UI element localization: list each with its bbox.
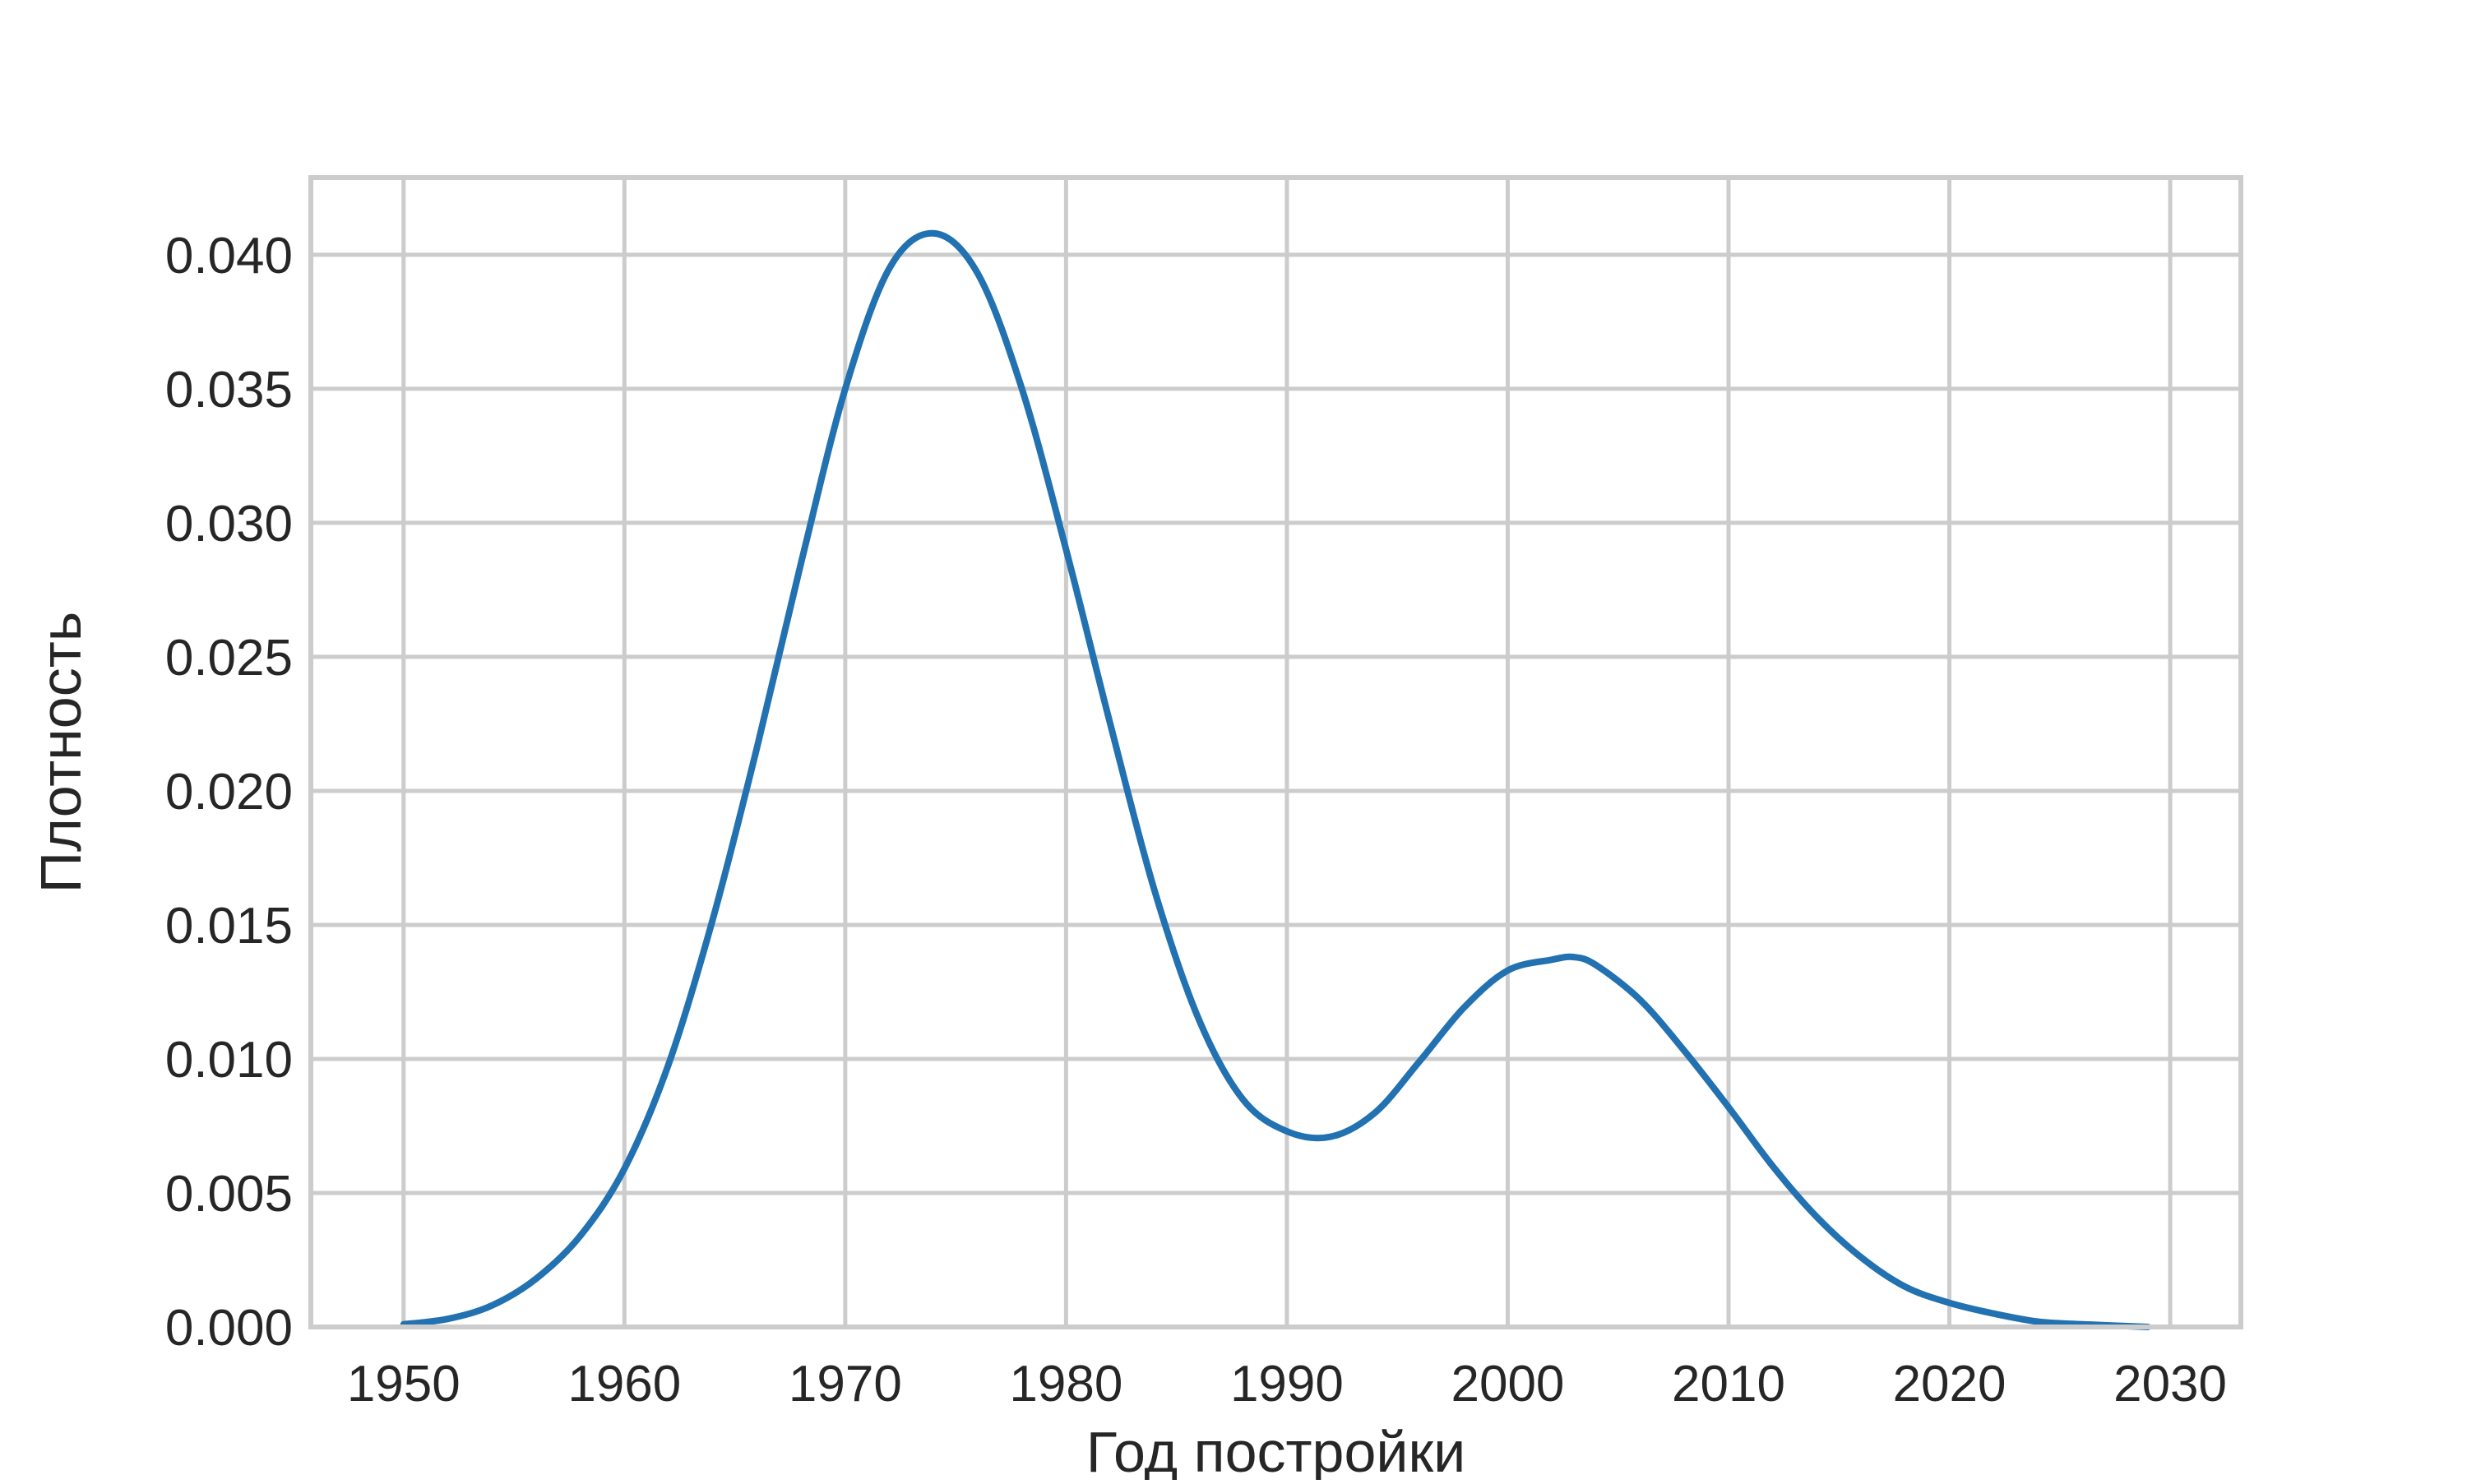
x-tick-label: 2030 xyxy=(2113,1356,2227,1412)
y-tick-label: 0.015 xyxy=(165,898,293,955)
y-tick-label: 0.000 xyxy=(165,1300,293,1357)
x-tick-label: 1970 xyxy=(789,1356,902,1412)
x-tick-label: 2000 xyxy=(1451,1356,1564,1412)
y-tick-labels: 0.000 0.005 0.010 0.015 0.020 0.025 0.030 0.035… xyxy=(165,228,293,1357)
x-tick-label: 1960 xyxy=(567,1356,681,1412)
x-tick-label: 1990 xyxy=(1230,1356,1344,1412)
x-tick-labels: 1950 1960 1970 1980 1990 2000 2010 2020 2030 xyxy=(347,1356,2227,1412)
y-tick-label: 0.030 xyxy=(165,496,293,552)
density-curve xyxy=(400,229,2152,1330)
grid xyxy=(311,178,2241,1329)
x-tick-label: 2010 xyxy=(1672,1356,1785,1412)
y-tick-label: 0.040 xyxy=(165,228,293,284)
x-tick-label: 1950 xyxy=(347,1356,461,1412)
y-tick-label: 0.010 xyxy=(165,1032,293,1089)
plot-frame xyxy=(308,175,2243,1329)
y-axis-title: Плотность xyxy=(29,612,93,894)
y-tick-label: 0.035 xyxy=(165,362,293,418)
y-tick-label: 0.005 xyxy=(165,1166,293,1223)
x-tick-label: 1980 xyxy=(1009,1356,1122,1412)
x-tick-label: 2020 xyxy=(1893,1356,2006,1412)
y-tick-label: 0.025 xyxy=(165,630,293,687)
series-layer xyxy=(400,229,2152,1330)
x-axis-title: Год постройки xyxy=(1086,1420,1466,1480)
y-tick-label: 0.020 xyxy=(165,764,293,821)
